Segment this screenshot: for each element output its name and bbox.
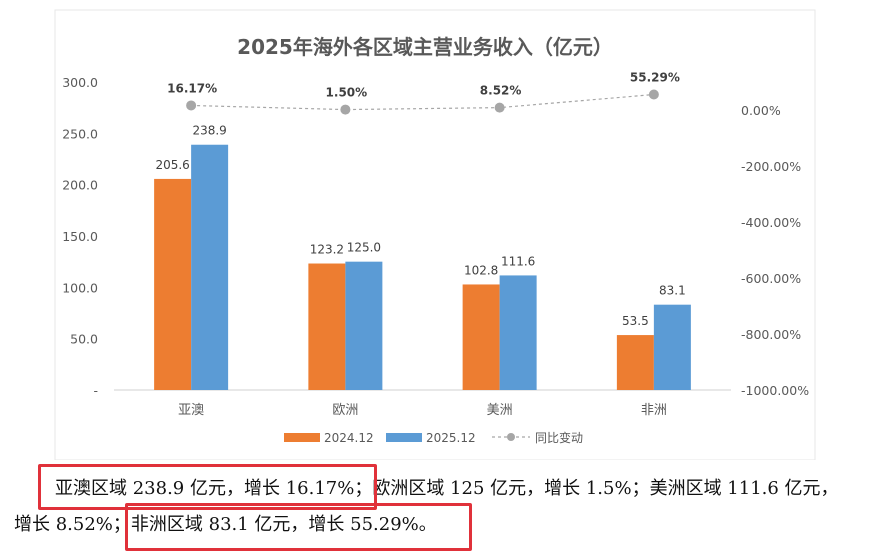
bar-2024-12 [616, 335, 654, 390]
caption-line-2: 增长 8.52%；非洲区域 83.1 亿元，增长 55.29%。 [14, 514, 437, 535]
y2-tick-label: -1000.00% [741, 383, 809, 398]
chart-frame [54, 9, 816, 460]
bar-value-label: 53.5 [622, 314, 649, 328]
bar-value-label: 123.2 [310, 243, 344, 257]
legend-label-2025: 2025.12 [426, 431, 476, 445]
yoy-point [648, 89, 659, 100]
bar-value-label: 83.1 [659, 284, 686, 298]
legend-swatch-2024 [284, 433, 320, 442]
caption-paragraph: 亚澳区域 238.9 亿元，增长 16.17%；欧洲区域 125 亿元，增长 1… [0, 462, 879, 551]
legend-swatch-2025 [386, 433, 422, 442]
x-category-label: 美洲 [487, 403, 513, 418]
y2-tick-label: 0.00% [741, 103, 781, 118]
x-category-label: 非洲 [641, 403, 667, 418]
bar-value-label: 238.9 [192, 124, 226, 138]
bar-2025-12 [653, 304, 691, 390]
bar-2025-12 [499, 275, 537, 390]
caption-line-1: 亚澳区域 238.9 亿元，增长 16.17%；欧洲区域 125 亿元，增长 1… [55, 478, 839, 499]
y-tick-label: 200.0 [62, 178, 98, 193]
bar-value-label: 125.0 [347, 241, 381, 255]
bar-2024-12 [308, 263, 346, 390]
x-category-label: 欧洲 [332, 403, 358, 418]
y2-tick-label: -800.00% [741, 327, 801, 342]
y-tick-label: 100.0 [62, 280, 98, 295]
yoy-label: 1.50% [326, 86, 368, 100]
yoy-label: 8.52% [480, 84, 522, 98]
x-category-label: 亚澳 [178, 402, 204, 418]
yoy-label: 16.17% [167, 81, 217, 95]
chart-title: 2025年海外各区域主营业务收入（亿元） [237, 35, 613, 59]
yoy-point [186, 100, 197, 111]
yoy-line [191, 93, 654, 111]
y-tick-label: - [93, 383, 98, 398]
yoy-point [340, 104, 351, 115]
legend-label-2024: 2024.12 [324, 431, 374, 445]
y-tick-label: 50.0 [70, 332, 98, 347]
yoy-point [494, 102, 505, 113]
y-tick-label: 250.0 [62, 126, 98, 141]
bar-value-label: 111.6 [501, 254, 535, 268]
bar-2025-12 [345, 261, 383, 390]
y-tick-label: 300.0 [62, 75, 98, 90]
yoy-label: 55.29% [630, 71, 680, 85]
legend-marker-yoy [507, 433, 515, 441]
bar-2024-12 [462, 284, 500, 390]
y2-tick-label: -400.00% [741, 215, 801, 230]
chart-svg: 2025年海外各区域主营业务收入（亿元） 300.0 250.0 200.0 150.0… [54, 9, 816, 460]
bar-2025-12 [191, 144, 229, 390]
bar-value-label: 205.6 [155, 158, 189, 172]
chart: 2025年海外各区域主营业务收入（亿元） 300.0 250.0 200.0 150.0… [54, 9, 816, 460]
y-tick-label: 150.0 [62, 229, 98, 244]
legend-label-yoy: 同比变动 [535, 430, 583, 445]
y2-tick-label: -200.00% [741, 159, 801, 174]
bar-value-label: 102.8 [464, 263, 498, 277]
y2-tick-label: -600.00% [741, 271, 801, 286]
bar-2024-12 [154, 178, 192, 390]
